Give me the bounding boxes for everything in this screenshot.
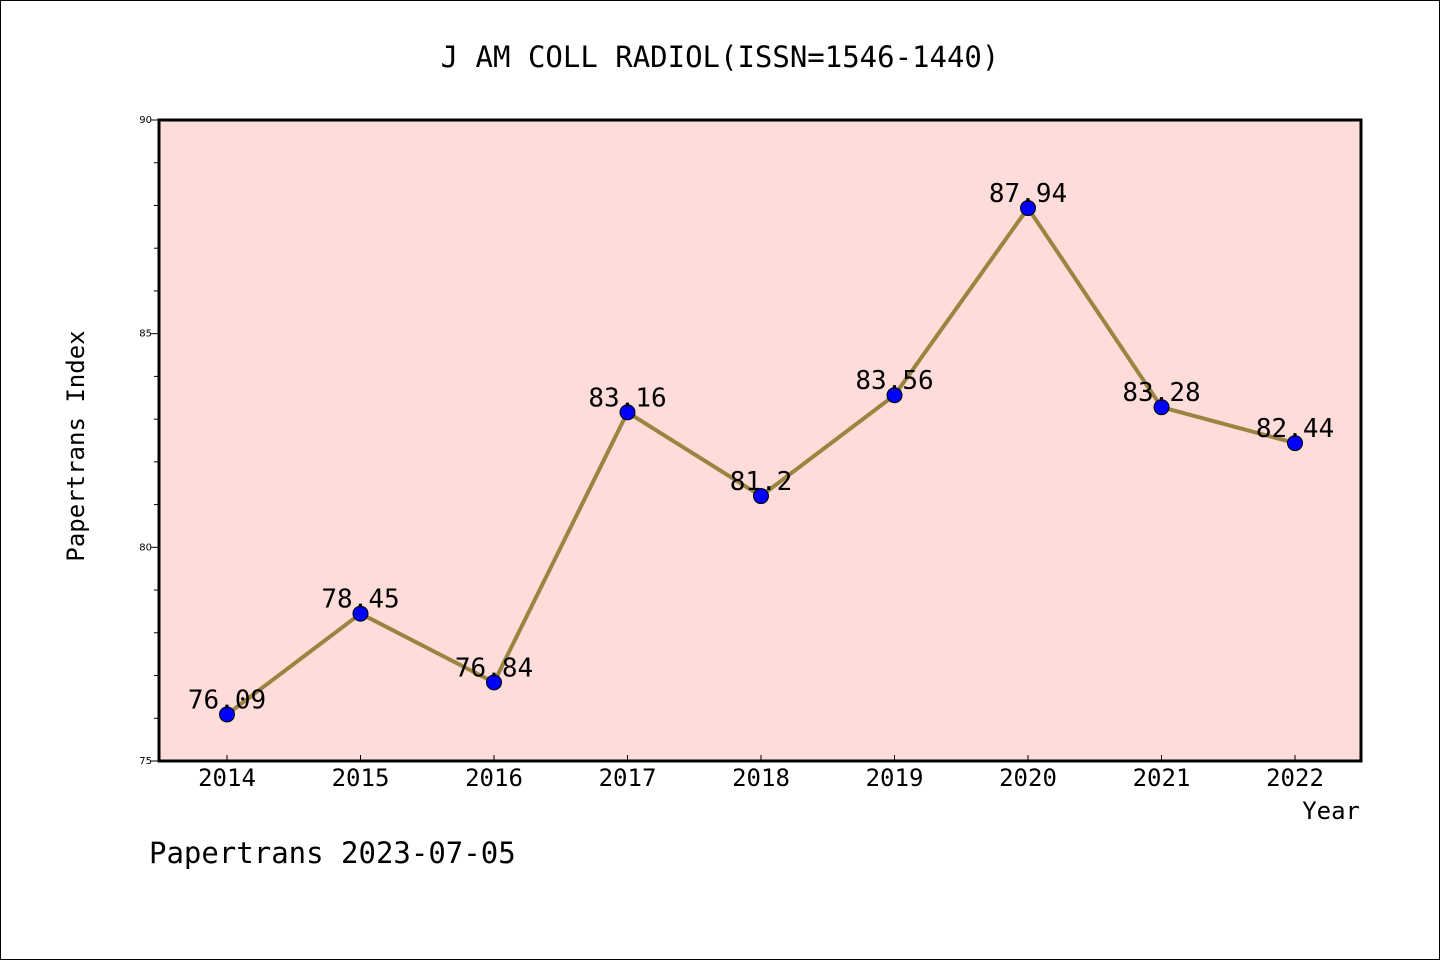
x-tick-label: 2016: [465, 764, 523, 792]
y-axis-label: Papertrans Index: [62, 330, 90, 561]
footer-text: Papertrans 2023-07-05: [149, 836, 516, 870]
series-layer: 76.09 78.45 76.84 83.16 81.2 83.56 87.94 83.28 8…: [188, 179, 1334, 723]
data-point: [219, 706, 235, 723]
x-axis-label: Year: [1302, 797, 1360, 825]
data-point: [486, 674, 502, 691]
data-label: 87.94: [989, 179, 1067, 209]
data-label: 78.45: [321, 585, 399, 615]
data-label: 76.09: [188, 685, 266, 715]
y-tick-label: 85: [139, 329, 152, 340]
data-point: [886, 387, 903, 404]
plot-area: [157, 118, 1363, 763]
data-point: [753, 488, 769, 505]
data-label: 83.28: [1122, 378, 1200, 408]
data-point: [1153, 399, 1170, 416]
y-axis: 75 80 85 90: [139, 115, 159, 767]
x-tick-label: 2015: [332, 764, 390, 792]
x-tick-label: 2014: [198, 764, 256, 792]
data-label: 82.44: [1256, 414, 1334, 444]
x-tick-label: 2020: [999, 764, 1057, 792]
y-tick-label: 80: [139, 542, 152, 553]
data-point: [1020, 200, 1036, 217]
data-point: [619, 404, 636, 421]
chart-title: J AM COLL RADIOL(ISSN=1546-1440): [441, 40, 1000, 74]
x-tick-label: 2021: [1133, 764, 1191, 792]
data-point: [1287, 435, 1303, 452]
y-tick-label: 75: [139, 756, 152, 767]
x-tick-label: 2018: [732, 764, 790, 792]
x-tick-label: 2017: [599, 764, 657, 792]
data-label: 76.84: [455, 653, 533, 683]
data-label: 83.16: [588, 383, 666, 413]
x-tick-label: 2022: [1266, 764, 1324, 792]
x-tick-label: 2019: [866, 764, 924, 792]
data-label: 81.2: [730, 467, 793, 497]
x-axis: 2014 2015 2016 2017 2018 2019 2020 2021 2022: [198, 755, 1324, 792]
data-point: [352, 605, 369, 622]
data-label: 83.56: [855, 366, 933, 396]
y-tick-label: 90: [139, 115, 152, 126]
